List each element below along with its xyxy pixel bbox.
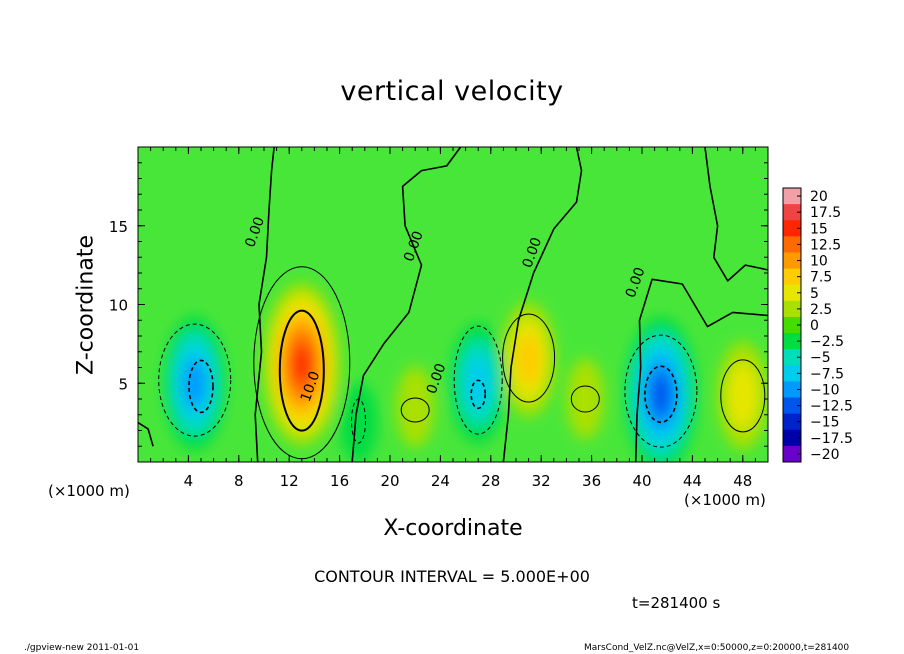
colorbar-cell-0 xyxy=(783,188,801,205)
contour-ring-5 xyxy=(570,385,600,413)
field-feature-8-level-0 xyxy=(339,382,378,462)
contour-ring-6 xyxy=(158,323,232,437)
x-tick-label-24: 24 xyxy=(431,472,450,490)
colorbar-cell-15 xyxy=(783,429,801,447)
contour-zero-5 xyxy=(138,421,154,447)
colorbar-label-11: −7.5 xyxy=(810,366,844,382)
x-tick-label-32: 32 xyxy=(532,472,551,490)
colorbar-label-2: 15 xyxy=(810,221,828,237)
colorbar-label-1: 17.5 xyxy=(810,205,841,221)
field-feature-6-level-2 xyxy=(465,356,491,411)
colorbar-label-15: −17.5 xyxy=(810,431,853,447)
contour-ring-2 xyxy=(502,313,556,403)
contour-zero-3 xyxy=(634,278,768,462)
field-feature-1-level-2 xyxy=(516,334,541,386)
contour-ring-1 xyxy=(278,309,325,432)
field-feature-4-level-0 xyxy=(566,358,605,440)
colorbar-label-12: −10 xyxy=(810,382,840,398)
colorbar-label-9: −2.5 xyxy=(810,334,844,350)
colorbar-label-10: −5 xyxy=(810,350,831,366)
colorbar: 2017.51512.5107.552.50−2.5−5−7.5−10−12.5… xyxy=(782,187,853,463)
colorbar-label-3: 12.5 xyxy=(810,237,841,253)
colorbar-cell-2 xyxy=(783,220,801,237)
footer-left: ./gpview-new 2011-01-01 xyxy=(24,643,140,653)
plot-area xyxy=(138,147,768,462)
colorbar-cell-13 xyxy=(783,397,801,415)
x-tick-label-16: 16 xyxy=(330,472,349,490)
contour-zero-2 xyxy=(502,147,583,462)
colorbar-cell-9 xyxy=(783,333,801,350)
colorbar-cell-6 xyxy=(783,284,801,302)
field-feature-7-level-4 xyxy=(650,372,672,417)
y-tick-label-15: 15 xyxy=(109,218,128,236)
colorbar-cell-12 xyxy=(783,381,801,399)
y-tick-label-5: 5 xyxy=(118,375,128,393)
x-tick-label-40: 40 xyxy=(632,472,651,490)
time-label: t=281400 s xyxy=(632,594,721,612)
x-tick-label-48: 48 xyxy=(733,472,752,490)
colorbar-cell-7 xyxy=(783,300,801,318)
colorbar-label-8: 0 xyxy=(810,318,819,334)
field-feature-2-level-1 xyxy=(727,362,759,429)
contour-ring-7 xyxy=(188,359,214,414)
colorbar-cell-8 xyxy=(783,316,801,334)
colorbar-label-5: 7.5 xyxy=(810,270,832,286)
colorbar-label-4: 10 xyxy=(810,254,828,270)
contour-ring-8 xyxy=(453,325,503,435)
colorbar-cell-10 xyxy=(783,349,801,366)
footer-right: MarsCond_VelZ.nc@VelZ,x=0:50000,z=0:2000… xyxy=(584,643,850,653)
colorbar-label-16: −20 xyxy=(810,447,840,463)
contour-ring-12 xyxy=(351,398,366,444)
x-unit-label-left: (×1000 m) xyxy=(48,482,130,500)
x-tick-label-12: 12 xyxy=(280,472,299,490)
colorbar-cell-4 xyxy=(783,252,801,270)
colorbar-cell-1 xyxy=(783,204,801,221)
contour-ring-3 xyxy=(720,359,766,433)
colorbar-label-7: 2.5 xyxy=(810,302,832,318)
x-tick-label-28: 28 xyxy=(481,472,500,490)
colorbar-label-0: 20 xyxy=(810,189,828,205)
x-tick-label-36: 36 xyxy=(582,472,601,490)
contour-ring-9 xyxy=(470,379,487,410)
x-unit-label-right: (×1000 m) xyxy=(684,491,766,509)
colorbar-cell-3 xyxy=(783,236,801,253)
x-axis-label: X-coordinate xyxy=(383,516,523,541)
x-tick-label-8: 8 xyxy=(234,472,244,490)
colorbar-cell-5 xyxy=(783,268,801,286)
colorbar-cell-16 xyxy=(783,445,801,463)
contour-zero-4 xyxy=(704,147,768,282)
colorbar-cell-11 xyxy=(783,365,801,382)
contour-group xyxy=(138,147,768,462)
contour-ring-11 xyxy=(644,365,678,424)
contour-zero-1 xyxy=(351,147,462,462)
contour-interval-note: CONTOUR INTERVAL = 5.000E+00 xyxy=(314,567,590,586)
x-tick-label-44: 44 xyxy=(683,472,702,490)
chart-title: vertical velocity xyxy=(340,76,564,107)
colorbar-cell-14 xyxy=(783,413,801,431)
field-feature-3-level-0 xyxy=(396,366,435,448)
contour-zero-0 xyxy=(254,147,275,462)
colorbar-label-13: −12.5 xyxy=(810,399,853,415)
colorbar-label-14: −15 xyxy=(810,415,840,431)
y-tick-label-10: 10 xyxy=(109,297,128,315)
x-tick-label-4: 4 xyxy=(184,472,194,490)
field-feature-5-level-3 xyxy=(183,359,206,407)
field-feature-0-level-5 xyxy=(292,344,312,384)
y-axis-label: Z-coordinate xyxy=(73,235,99,375)
x-tick-label-20: 20 xyxy=(380,472,399,490)
contour-ring-4 xyxy=(400,397,430,423)
colorbar-label-6: 5 xyxy=(810,286,819,302)
contour-ring-10 xyxy=(624,334,698,448)
